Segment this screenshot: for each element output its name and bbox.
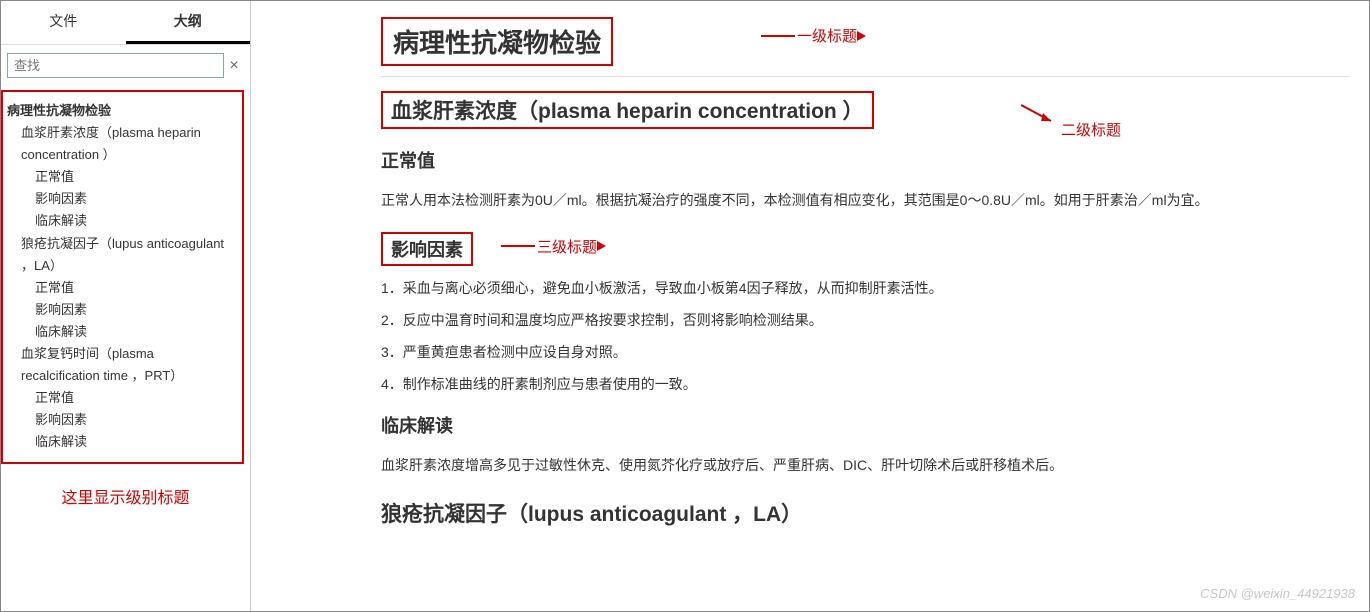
outline-h1[interactable]: 病理性抗凝物检验 [7, 100, 236, 122]
outline-section-3[interactable]: 血浆复钙时间（plasma recalcification time ，PRT） [7, 343, 236, 387]
factor-item: 1．采血与离心必须细心，避免血小板激活，导致血小板第4因子释放，从而抑制肝素活性… [381, 278, 1349, 298]
outline-item[interactable]: 正常值 [7, 277, 236, 299]
doc-h3-normal: 正常值 [381, 151, 435, 171]
search-input[interactable] [7, 53, 224, 78]
h3-highlight-box: 影响因素 [381, 232, 473, 266]
doc-h3-clinic: 临床解读 [381, 416, 453, 436]
outline-item[interactable]: 影响因素 [7, 188, 236, 210]
h2-highlight-box: 血浆肝素浓度（plasma heparin concentration ） [381, 91, 874, 129]
doc-h3-factor: 影响因素 [391, 240, 463, 260]
search-row: × [1, 45, 250, 86]
doc-h2: 血浆肝素浓度（plasma heparin concentration ） [391, 100, 864, 123]
clinic-text: 血浆肝素浓度增高多见于过敏性休克、使用氮芥化疗或放疗后、严重肝病、DIC、肝叶切… [381, 452, 1349, 479]
main-content: 病理性抗凝物检验 一级标题 血浆肝素浓度（plasma heparin conc… [251, 1, 1369, 611]
outline-tree: 病理性抗凝物检验 血浆肝素浓度（plasma heparin concentra… [1, 90, 244, 464]
outline-item[interactable]: 正常值 [7, 387, 236, 409]
tab-bar: 文件 大纲 [1, 1, 250, 45]
outline-section-1[interactable]: 血浆肝素浓度（plasma heparin concentration ） [7, 122, 236, 166]
annotation-level1: 一级标题 [761, 25, 872, 46]
clear-search-icon[interactable]: × [224, 57, 244, 75]
doc-h2-next: 狼疮抗凝因子（lupus anticoagulant ，LA） [381, 503, 802, 526]
outline-item[interactable]: 临床解读 [7, 431, 236, 453]
doc-h1: 病理性抗凝物检验 [393, 28, 601, 58]
sidebar-caption: 这里显示级别标题 [1, 484, 250, 508]
factor-item: 3．严重黄疸患者检测中应设自身对照。 [381, 342, 1349, 362]
h1-highlight-box: 病理性抗凝物检验 [381, 17, 613, 66]
tab-file[interactable]: 文件 [1, 1, 126, 44]
outline-section-2[interactable]: 狼疮抗凝因子（lupus anticoagulant ，LA） [7, 233, 236, 277]
outline-item[interactable]: 临床解读 [7, 321, 236, 343]
outline-item[interactable]: 临床解读 [7, 210, 236, 232]
factor-item: 4．制作标准曲线的肝素制剂应与患者使用的一致。 [381, 374, 1349, 394]
outline-item[interactable]: 正常值 [7, 166, 236, 188]
tab-outline[interactable]: 大纲 [126, 1, 251, 44]
annotation-level3: 三级标题 [501, 236, 612, 257]
outline-item[interactable]: 影响因素 [7, 299, 236, 321]
factor-item: 2．反应中温育时间和温度均应严格按要求控制，否则将影响检测结果。 [381, 310, 1349, 330]
normal-value-text: 正常人用本法检测肝素为0U／ml。根据抗凝治疗的强度不同，本检测值有相应变化，其… [381, 187, 1349, 214]
annotation-arrow-level2 [1021, 95, 1061, 129]
outline-item[interactable]: 影响因素 [7, 409, 236, 431]
annotation-level2: 二级标题 [1061, 119, 1121, 140]
sidebar: 文件 大纲 × 病理性抗凝物检验 血浆肝素浓度（plasma heparin c… [1, 1, 251, 611]
separator [381, 76, 1349, 77]
watermark: CSDN @weixin_44921938 [1200, 586, 1355, 601]
